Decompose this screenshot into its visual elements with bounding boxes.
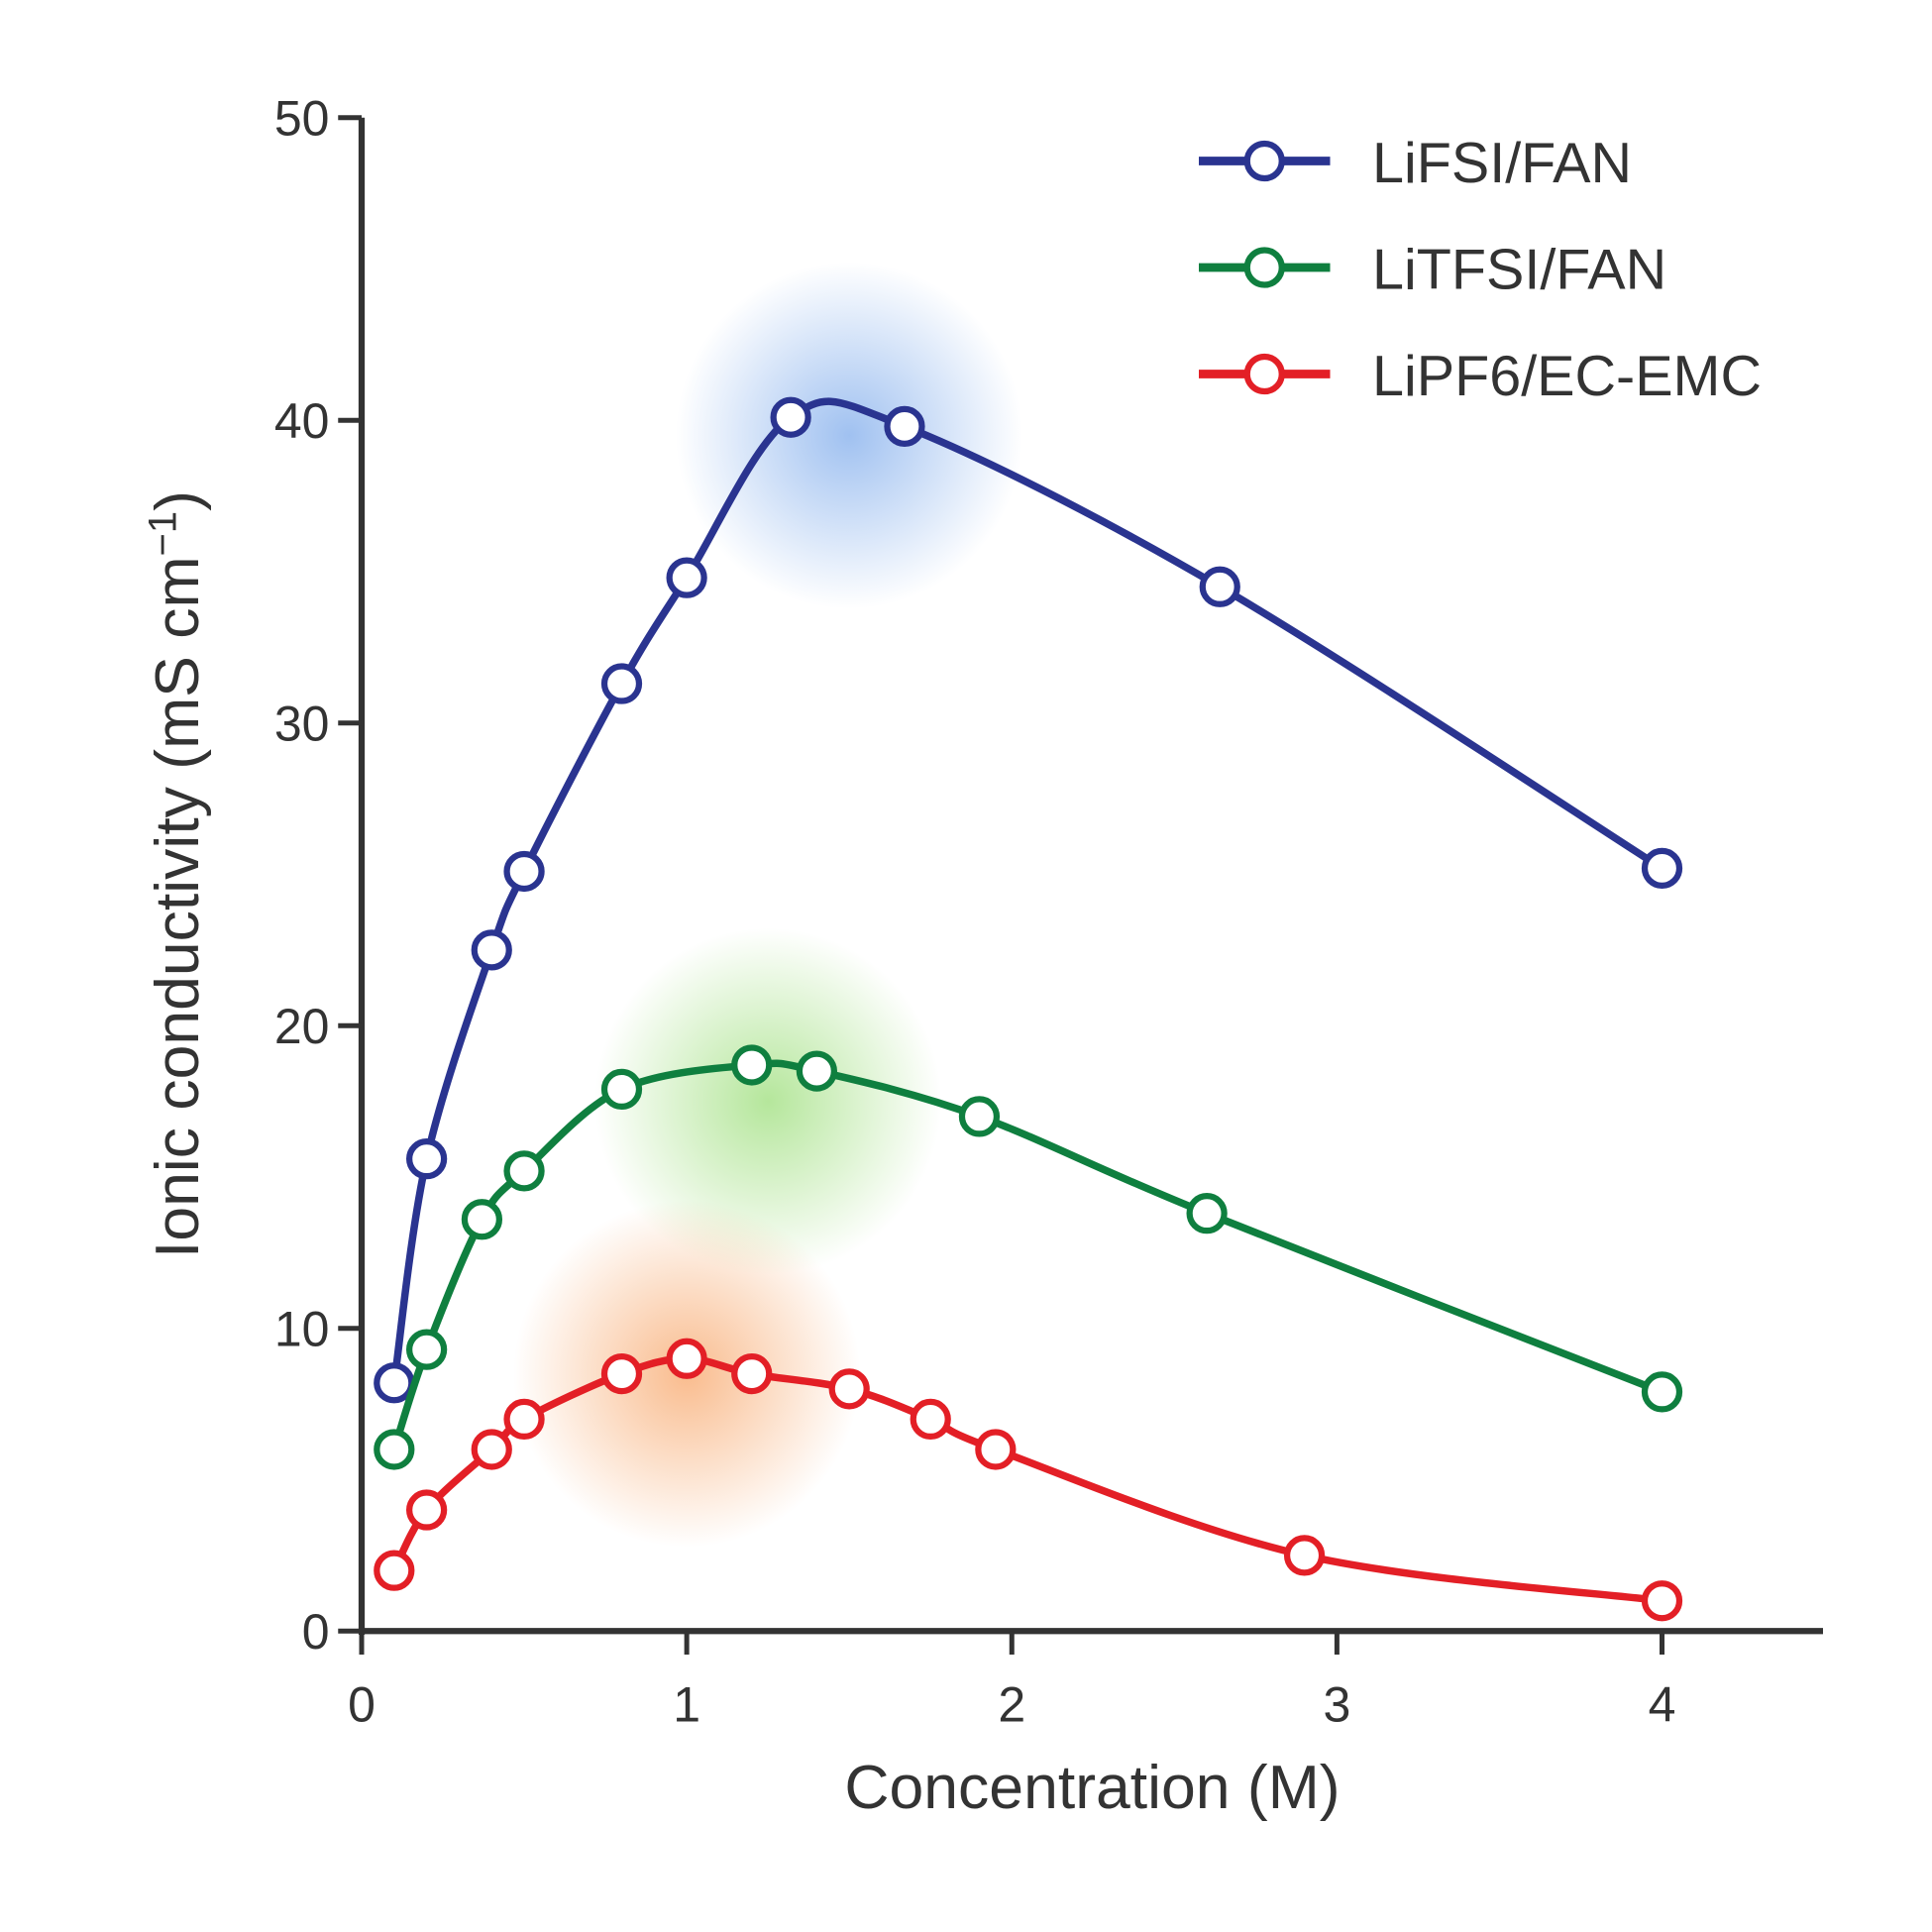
data-point bbox=[666, 1338, 707, 1379]
data-point bbox=[503, 850, 545, 893]
y-tick-label: 30 bbox=[274, 696, 330, 751]
data-point bbox=[958, 1096, 1001, 1137]
data-point bbox=[1283, 1535, 1326, 1576]
data-point bbox=[1199, 566, 1240, 607]
x-tick-label: 3 bbox=[1323, 1677, 1350, 1733]
highlight-glow bbox=[676, 262, 1023, 609]
data-point bbox=[471, 1429, 512, 1470]
data-point bbox=[600, 663, 643, 704]
data-point bbox=[1641, 1371, 1683, 1413]
x-tick-label: 4 bbox=[1649, 1677, 1676, 1733]
data-point bbox=[884, 405, 925, 447]
data-point bbox=[731, 1352, 773, 1395]
y-axis-label: Ionic conductivity (mS cm−1) bbox=[142, 490, 213, 1258]
highlight-glow bbox=[594, 927, 942, 1275]
x-axis-label: Concentration (M) bbox=[844, 1753, 1340, 1822]
data-point bbox=[1641, 847, 1683, 890]
data-point bbox=[975, 1429, 1017, 1470]
data-point bbox=[503, 1150, 545, 1192]
data-point bbox=[503, 1398, 545, 1441]
x-tick-label: 0 bbox=[348, 1677, 376, 1733]
data-point bbox=[600, 1352, 643, 1395]
data-point bbox=[770, 396, 811, 438]
data-point bbox=[796, 1050, 837, 1092]
data-point bbox=[374, 1362, 415, 1404]
data-point bbox=[406, 1138, 448, 1180]
data-point bbox=[406, 1329, 448, 1370]
legend-marker bbox=[1243, 353, 1285, 395]
x-tick-label: 2 bbox=[998, 1677, 1025, 1733]
legend: LiFSI/FAN LiTFSI/FAN LiPF6/EC-EMC bbox=[1199, 132, 1762, 408]
data-point bbox=[374, 1550, 415, 1591]
x-tick-label: 1 bbox=[673, 1677, 700, 1733]
legend-marker bbox=[1243, 140, 1285, 182]
data-point bbox=[828, 1368, 870, 1410]
legend-label: LiTFSI/FAN bbox=[1372, 238, 1666, 301]
legend-label: LiPF6/EC-EMC bbox=[1372, 345, 1762, 408]
legend-marker bbox=[1243, 247, 1285, 288]
data-point bbox=[1186, 1193, 1228, 1234]
y-tick-label: 0 bbox=[302, 1604, 330, 1660]
data-point bbox=[374, 1429, 415, 1470]
y-tick-label: 50 bbox=[274, 90, 330, 146]
data-point bbox=[600, 1068, 643, 1111]
data-point bbox=[731, 1044, 773, 1086]
data-point bbox=[461, 1199, 503, 1240]
data-point bbox=[910, 1398, 951, 1441]
data-point bbox=[471, 929, 512, 971]
data-point bbox=[666, 557, 707, 598]
y-tick-label: 40 bbox=[274, 393, 330, 449]
y-tick-label: 20 bbox=[274, 999, 330, 1054]
data-point bbox=[406, 1489, 448, 1531]
data-point bbox=[1641, 1580, 1683, 1622]
legend-label: LiFSI/FAN bbox=[1372, 132, 1632, 195]
y-tick-label: 10 bbox=[274, 1301, 330, 1356]
